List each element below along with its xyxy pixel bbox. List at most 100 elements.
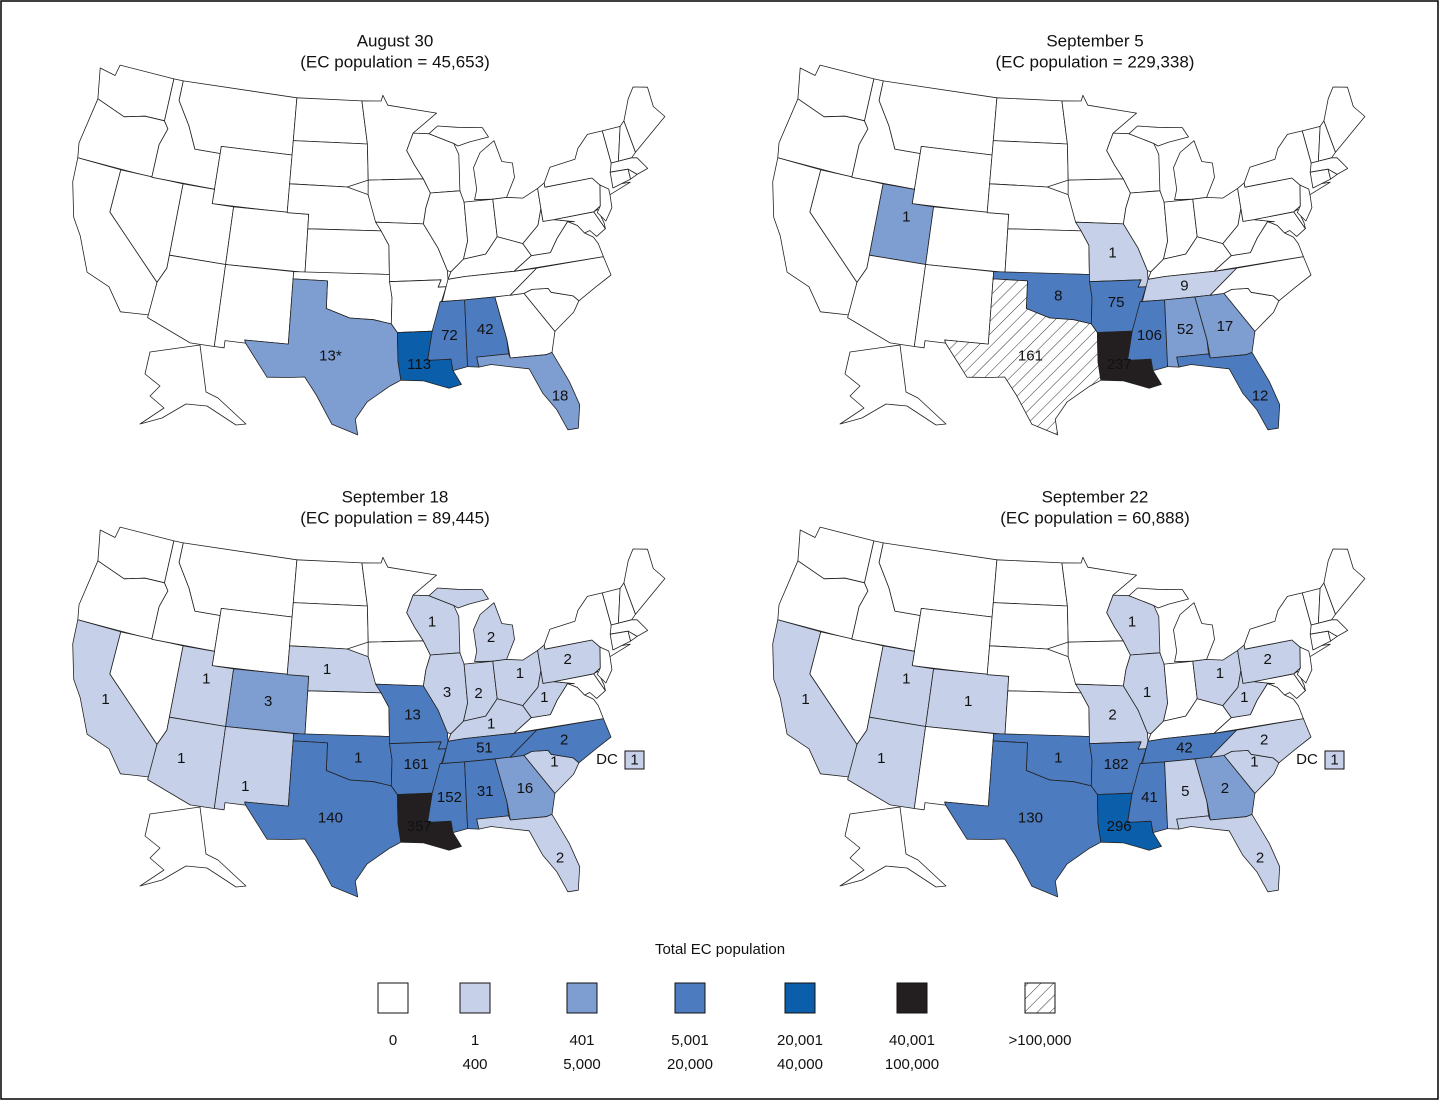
state bbox=[211, 608, 293, 676]
state-label: 12 bbox=[1252, 387, 1269, 404]
hawaii bbox=[295, 860, 305, 868]
state bbox=[1127, 299, 1168, 371]
state bbox=[925, 206, 1010, 273]
state bbox=[178, 80, 298, 156]
state-label: 1 bbox=[487, 715, 495, 732]
state-label: 2 bbox=[1260, 731, 1268, 748]
state bbox=[623, 548, 666, 615]
state-label: 5 bbox=[1181, 783, 1189, 800]
hawaii bbox=[259, 377, 265, 383]
state bbox=[596, 184, 613, 222]
state bbox=[1004, 228, 1090, 275]
state bbox=[1318, 582, 1336, 624]
state-label: 52 bbox=[1177, 321, 1194, 338]
state bbox=[992, 97, 1068, 145]
state-label: 1 bbox=[964, 693, 972, 710]
dc-box bbox=[1324, 750, 1345, 770]
state-label: 1 bbox=[1250, 754, 1258, 771]
state-label: 16 bbox=[517, 780, 534, 797]
state bbox=[1176, 352, 1281, 431]
state-label: 1 bbox=[1216, 665, 1224, 682]
state-label: 3 bbox=[264, 693, 272, 710]
state-label: 8 bbox=[1054, 287, 1062, 304]
state bbox=[623, 86, 666, 153]
state bbox=[1296, 184, 1313, 222]
state bbox=[878, 542, 998, 618]
legend-label: 400 bbox=[462, 1056, 487, 1073]
state bbox=[1323, 548, 1366, 615]
state bbox=[304, 228, 390, 275]
state-label: 18 bbox=[552, 387, 569, 404]
state bbox=[367, 178, 431, 225]
hawaii bbox=[973, 384, 979, 388]
state-label: 161 bbox=[404, 756, 429, 773]
state-label: 182 bbox=[1104, 756, 1129, 773]
state-label: 9 bbox=[1180, 277, 1188, 294]
state bbox=[593, 671, 606, 691]
state bbox=[292, 559, 368, 607]
state bbox=[913, 726, 995, 811]
state bbox=[913, 264, 995, 349]
state bbox=[427, 761, 468, 833]
state-label: 2 bbox=[564, 651, 572, 668]
state bbox=[244, 740, 402, 898]
state bbox=[1327, 630, 1338, 642]
state bbox=[944, 740, 1102, 898]
hawaii bbox=[973, 846, 979, 850]
state bbox=[476, 352, 581, 431]
state bbox=[476, 814, 581, 893]
map-title: September 5 bbox=[1046, 31, 1143, 50]
hawaii bbox=[259, 839, 265, 845]
state-label: 1 bbox=[1128, 613, 1136, 630]
hawaii bbox=[284, 850, 290, 856]
legend-swatch bbox=[566, 982, 598, 1014]
state-label: 13* bbox=[319, 348, 342, 365]
legend-label: 401 bbox=[569, 1032, 594, 1049]
alaska bbox=[839, 344, 947, 426]
state bbox=[911, 146, 993, 214]
state bbox=[213, 726, 295, 811]
state bbox=[1176, 814, 1281, 893]
state-label: 1 bbox=[877, 750, 885, 767]
state bbox=[1067, 178, 1131, 225]
legend-swatch bbox=[459, 982, 491, 1014]
state bbox=[178, 542, 298, 618]
state bbox=[944, 278, 1102, 436]
state bbox=[1318, 120, 1336, 162]
state-label: 75 bbox=[1108, 294, 1125, 311]
state-label: 1 bbox=[177, 750, 185, 767]
legend-swatch bbox=[377, 982, 409, 1014]
legend-label: 5,001 bbox=[671, 1032, 709, 1049]
state bbox=[1004, 690, 1090, 737]
state bbox=[225, 206, 310, 273]
state-label: 1 bbox=[516, 665, 524, 682]
state bbox=[304, 690, 390, 737]
legend-label: 20,000 bbox=[667, 1056, 713, 1073]
dc-name: DC bbox=[1296, 751, 1318, 768]
state bbox=[992, 559, 1068, 607]
state bbox=[213, 264, 295, 349]
state bbox=[367, 640, 431, 687]
state-label: 17 bbox=[1217, 318, 1234, 335]
state bbox=[292, 97, 368, 145]
state-label: 2 bbox=[1108, 706, 1116, 723]
state-label: 13 bbox=[404, 706, 421, 723]
hawaii bbox=[273, 846, 279, 850]
state bbox=[596, 646, 613, 684]
state bbox=[627, 630, 638, 642]
state-label: 42 bbox=[1176, 739, 1193, 756]
legend-label: 5,000 bbox=[563, 1056, 601, 1073]
state-label: 1 bbox=[902, 670, 910, 687]
legend-label: 100,000 bbox=[885, 1056, 939, 1073]
map-subtitle: (EC population = 89,445) bbox=[300, 508, 490, 527]
legend-label: 0 bbox=[389, 1032, 397, 1049]
state-label: 113 bbox=[407, 356, 431, 373]
state bbox=[1327, 168, 1338, 180]
state-label: 161 bbox=[1018, 348, 1043, 365]
state bbox=[1293, 671, 1306, 691]
alaska bbox=[839, 806, 947, 888]
state-label: 1 bbox=[550, 754, 558, 771]
hawaii bbox=[273, 384, 279, 388]
hawaii bbox=[995, 860, 1005, 868]
